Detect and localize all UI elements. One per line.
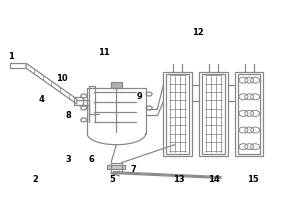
Text: 6: 6 xyxy=(89,155,95,164)
Text: 11: 11 xyxy=(98,48,109,57)
Bar xyxy=(107,165,125,169)
Text: 5: 5 xyxy=(110,175,116,184)
Bar xyxy=(164,72,192,156)
Bar xyxy=(238,74,260,154)
Text: 4: 4 xyxy=(38,95,44,104)
Text: 8: 8 xyxy=(65,111,71,120)
Text: 9: 9 xyxy=(137,92,142,101)
Bar xyxy=(235,72,263,156)
Bar xyxy=(199,72,228,156)
Text: 7: 7 xyxy=(131,165,137,174)
Text: 14: 14 xyxy=(208,175,220,184)
Polygon shape xyxy=(26,63,77,104)
Text: 1: 1 xyxy=(8,52,14,61)
Text: 15: 15 xyxy=(247,175,259,184)
Text: 3: 3 xyxy=(65,155,71,164)
Bar xyxy=(167,74,189,154)
Text: 13: 13 xyxy=(172,175,184,184)
Text: 12: 12 xyxy=(192,28,204,37)
Bar xyxy=(202,74,225,154)
Text: 10: 10 xyxy=(56,74,68,83)
Bar xyxy=(111,82,122,88)
Text: 2: 2 xyxy=(32,175,38,184)
